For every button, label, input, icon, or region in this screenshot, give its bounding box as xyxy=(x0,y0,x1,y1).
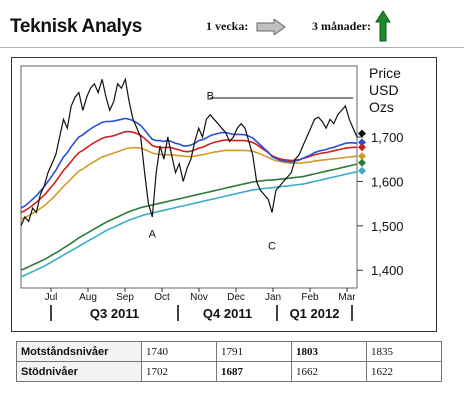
x-tick-label: Jan xyxy=(265,292,281,303)
support-level: 1622 xyxy=(366,361,442,382)
levels-table: Motståndsnivåer 1740 1791 1803 1835 Stöd… xyxy=(16,341,442,382)
last-value-marker xyxy=(358,138,366,147)
support-level: 1662 xyxy=(291,361,367,382)
moving-average-line xyxy=(20,146,358,220)
resistance-level: 1835 xyxy=(366,341,442,362)
x-tick-label: Aug xyxy=(79,292,97,303)
resistance-level: 1791 xyxy=(216,341,292,362)
moving-average-line xyxy=(20,130,357,214)
y-axis-label: USD xyxy=(369,82,399,98)
last-value-marker xyxy=(358,166,366,175)
support-label: Stödnivåer xyxy=(16,361,142,382)
annotation-label: A xyxy=(149,229,157,241)
moving-average-line xyxy=(20,170,358,278)
annotation-label: B xyxy=(207,90,214,102)
resistance-label: Motståndsnivåer xyxy=(16,341,142,362)
quarter-label: Q1 2012 xyxy=(290,306,340,321)
header-divider xyxy=(0,47,464,48)
x-tick-label: Dec xyxy=(227,292,245,303)
y-tick-label: 1,500 xyxy=(371,219,404,234)
support-row: Stödnivåer 1702 1687 1662 1622 xyxy=(16,361,442,382)
last-value-marker xyxy=(358,129,366,138)
y-tick-label: 1,700 xyxy=(371,130,404,145)
y-tick-label: 1,400 xyxy=(371,263,404,278)
resistance-level: 1803 xyxy=(291,341,367,362)
resistance-level: 1740 xyxy=(141,341,217,362)
page-title: Teknisk Analys xyxy=(10,16,143,37)
last-value-marker xyxy=(358,152,366,161)
moving-average-line xyxy=(20,163,358,271)
quarter-label: Q4 2011 xyxy=(203,306,252,321)
y-axis-label: Ozs xyxy=(369,99,394,115)
x-tick-label: Mar xyxy=(338,292,356,303)
week-trend-label: 1 vecka: xyxy=(206,19,249,33)
up-arrow-icon xyxy=(375,10,391,42)
months-trend-label: 3 månader: xyxy=(312,19,371,33)
x-tick-label: Oct xyxy=(154,292,170,303)
moving-average-line xyxy=(20,117,358,209)
sideways-arrow-icon xyxy=(256,19,286,35)
y-tick-label: 1,600 xyxy=(371,174,404,189)
support-level: 1702 xyxy=(141,361,217,382)
x-tick-label: Sep xyxy=(116,292,134,303)
x-tick-label: Nov xyxy=(190,292,208,303)
x-tick-label: Feb xyxy=(301,292,319,303)
plot-frame xyxy=(20,65,358,289)
annotation-label: C xyxy=(268,241,276,253)
last-value-marker xyxy=(358,143,366,152)
y-axis-label: Price xyxy=(369,65,401,81)
support-level: 1687 xyxy=(216,361,292,382)
last-value-marker xyxy=(358,158,366,167)
quarter-label: Q3 2011 xyxy=(90,306,139,321)
x-tick-label: Jul xyxy=(45,292,58,303)
chart-panel xyxy=(11,57,437,332)
resistance-row: Motståndsnivåer 1740 1791 1803 1835 xyxy=(16,341,442,362)
price-line xyxy=(20,77,358,227)
